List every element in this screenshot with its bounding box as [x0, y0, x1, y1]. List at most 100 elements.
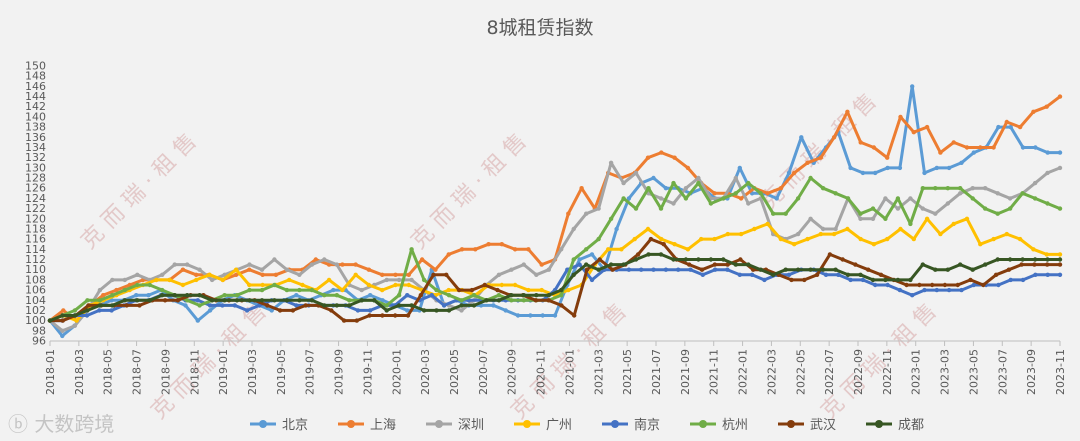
data-point	[110, 293, 115, 298]
data-point	[827, 252, 833, 257]
x-tick-label: 2019-05	[275, 349, 288, 395]
data-point	[778, 186, 784, 191]
data-point	[546, 298, 551, 303]
data-point	[885, 236, 890, 242]
data-point	[658, 206, 664, 211]
legend-swatch-dot	[611, 420, 619, 428]
data-point	[486, 242, 491, 247]
x-tick-label: 2018-01	[44, 349, 57, 395]
data-point	[515, 313, 521, 318]
legend-swatch-dot	[523, 420, 531, 428]
data-point	[1057, 272, 1063, 277]
x-tick-label: 2021-11	[708, 349, 721, 395]
data-point	[72, 308, 78, 313]
data-point	[885, 165, 890, 171]
data-point	[380, 298, 385, 303]
chart-title: 8城租赁指数	[486, 17, 593, 39]
data-point	[272, 257, 277, 262]
data-point	[945, 186, 950, 191]
data-point	[1045, 170, 1050, 176]
data-point	[687, 262, 692, 267]
data-point	[359, 298, 364, 303]
x-tick-label: 2020-01	[390, 349, 403, 395]
data-point	[1031, 247, 1036, 252]
data-point	[294, 303, 299, 308]
data-point	[326, 277, 332, 283]
data-point	[758, 191, 763, 196]
data-point	[496, 272, 502, 277]
data-point	[393, 272, 398, 277]
x-tick-label: 2022-05	[794, 349, 807, 395]
data-point	[1007, 196, 1013, 201]
data-point	[396, 293, 402, 298]
data-point	[521, 293, 526, 298]
data-point	[85, 298, 90, 303]
data-point	[820, 226, 826, 232]
data-point	[122, 287, 128, 293]
data-point	[1007, 206, 1013, 211]
data-point	[366, 267, 372, 272]
data-point	[672, 242, 677, 247]
data-point	[833, 267, 838, 272]
data-point	[234, 298, 240, 303]
data-point	[109, 298, 114, 303]
data-point	[366, 282, 372, 288]
data-point	[259, 287, 265, 293]
data-point	[786, 170, 792, 176]
series-5	[47, 175, 1063, 323]
data-point	[180, 267, 186, 272]
brand-logo-icon: ⓑ	[8, 412, 28, 436]
data-point	[571, 257, 576, 262]
data-point	[446, 287, 451, 293]
data-point	[1057, 165, 1063, 171]
data-point	[971, 150, 976, 155]
data-point	[471, 293, 477, 298]
x-tick-label: 2018-11	[188, 349, 201, 395]
data-point	[959, 287, 964, 293]
data-point	[521, 298, 526, 303]
data-point	[135, 298, 140, 303]
data-point	[774, 196, 779, 201]
x-tick-label: 2019-09	[333, 349, 346, 395]
data-point	[964, 216, 970, 221]
data-point	[509, 298, 514, 303]
data-point	[566, 287, 571, 293]
data-point	[970, 267, 975, 272]
data-point	[60, 318, 65, 323]
data-point	[995, 191, 1000, 196]
legend-label: 北京	[282, 418, 308, 433]
data-point	[883, 216, 888, 221]
legend-label: 武汉	[810, 418, 836, 433]
data-point	[1007, 257, 1013, 262]
data-point	[708, 257, 714, 262]
data-point	[685, 165, 691, 171]
y-tick-label: 104	[25, 294, 46, 307]
data-point	[858, 211, 863, 216]
data-point	[648, 236, 654, 242]
data-point	[409, 303, 414, 308]
legend-label: 杭州	[722, 418, 748, 433]
legend-item: 南京	[602, 417, 660, 433]
data-point	[584, 267, 590, 272]
y-tick-label: 136	[25, 131, 46, 144]
data-point	[1057, 262, 1063, 267]
data-point	[639, 267, 644, 272]
data-point	[334, 293, 339, 298]
data-point	[526, 247, 531, 252]
data-point	[1044, 104, 1049, 109]
data-point	[61, 308, 66, 313]
data-point	[671, 201, 676, 206]
data-point	[610, 267, 615, 272]
data-point	[895, 206, 901, 211]
y-tick-label: 130	[25, 161, 46, 174]
data-point	[405, 308, 410, 313]
data-point	[421, 308, 427, 313]
data-point	[380, 287, 385, 293]
data-point	[808, 267, 813, 272]
data-point	[978, 145, 983, 150]
data-point	[683, 257, 689, 262]
data-point	[860, 277, 866, 283]
legend-item: 深圳	[426, 418, 484, 433]
data-point	[873, 282, 878, 288]
data-point	[194, 277, 199, 283]
